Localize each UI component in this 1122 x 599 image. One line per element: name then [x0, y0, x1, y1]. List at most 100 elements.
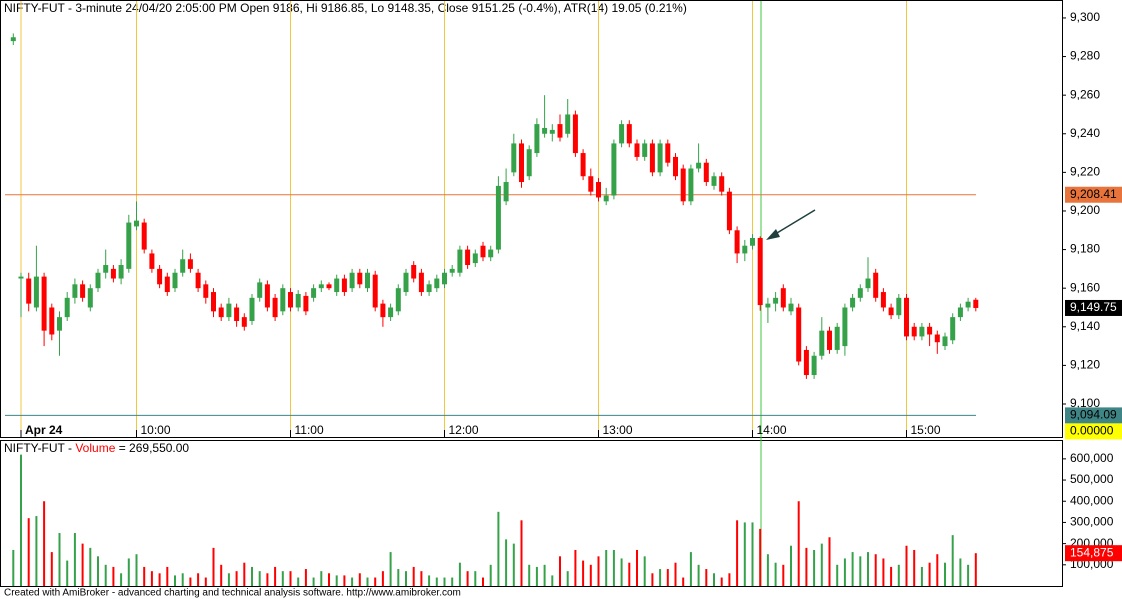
candle-body [326, 284, 332, 289]
candle-body [572, 114, 578, 154]
candle-body [534, 124, 540, 154]
candle-body [796, 307, 802, 362]
candle-body [896, 297, 902, 316]
volume-bar [127, 558, 130, 586]
candle-body [249, 297, 255, 321]
footer: Created with AmiBroker - advanced charti… [4, 588, 461, 599]
volume-bar [289, 571, 292, 586]
volume-bar [759, 528, 762, 586]
volume-bar [66, 560, 69, 586]
volume-bar [913, 549, 916, 586]
candle-body [33, 276, 39, 308]
volume-bar [867, 552, 869, 586]
candle-body [580, 153, 586, 177]
volume-bar [882, 558, 885, 586]
candle-body [72, 284, 78, 298]
indicator-label: 0.00000 [1070, 424, 1114, 438]
volume-bar [181, 573, 184, 586]
volume-bar [643, 556, 646, 586]
candle-body [642, 143, 648, 157]
volume-bar [713, 573, 715, 586]
y-tick-label: 9,120 [1070, 358, 1100, 372]
volume-bar [636, 549, 638, 586]
candle-body [696, 162, 702, 169]
volume-bar [566, 571, 569, 586]
annotation-arrow [771, 209, 816, 237]
volume-bar [397, 569, 400, 586]
candle-body [80, 284, 86, 298]
candle-body [934, 334, 940, 343]
volume-bar [928, 562, 931, 586]
volume-bar [797, 501, 800, 586]
candle-body [95, 272, 101, 289]
y-tick-label: 500,000 [1070, 472, 1114, 486]
candle-body [118, 265, 124, 279]
volume-bar [505, 539, 508, 586]
volume-panel [0, 440, 1063, 587]
y-tick-label: 9,160 [1070, 280, 1100, 294]
candle-body [788, 303, 794, 312]
volume-bar [543, 564, 546, 586]
volume-bar [728, 573, 731, 586]
y-tick-label: 9,180 [1070, 242, 1100, 256]
volume-title: NIFTY-FUT - Volume = 269,550.00 [4, 441, 189, 455]
candle-body [950, 317, 956, 341]
x-tick-label: 14:00 [757, 423, 787, 437]
volume-bar [374, 577, 377, 586]
candle-body [426, 284, 432, 293]
volume-bar [174, 575, 176, 586]
volume-bar [897, 564, 900, 586]
last-close-label: 9,149.75 [1070, 300, 1117, 314]
candle-body [488, 249, 494, 258]
candle-body [680, 168, 686, 202]
candle-body [880, 292, 886, 308]
candle-body [480, 245, 486, 258]
volume-bar [874, 554, 877, 586]
volume-bar [204, 577, 207, 586]
volume-bar [774, 562, 777, 586]
candle-body [873, 272, 879, 298]
level-label: 9,094.09 [1070, 408, 1117, 422]
candle-body [657, 143, 663, 173]
candle-body [549, 129, 555, 134]
volume-bar [836, 564, 839, 586]
volume-bar [251, 566, 253, 586]
candle-body [726, 191, 732, 231]
candle-body [711, 176, 717, 186]
volume-bar [582, 560, 585, 586]
candle-body [442, 272, 447, 285]
volume-bar [150, 571, 153, 586]
volume-bar [312, 577, 315, 586]
volume-bar [458, 562, 461, 586]
candle-body [26, 278, 32, 304]
volume-bar [43, 501, 46, 586]
candle-body [850, 297, 856, 308]
volume-bar [366, 577, 369, 586]
candle-body [734, 230, 740, 254]
volume-bar [820, 543, 823, 586]
x-tick-label: 11:00 [295, 423, 324, 437]
candle-body [257, 282, 263, 298]
candle-body [388, 307, 394, 318]
volume-bar [474, 571, 477, 586]
candle-body [750, 237, 755, 246]
candle-body [365, 272, 370, 289]
volume-bar [343, 575, 346, 586]
y-tick-label: 9,140 [1070, 319, 1100, 333]
volume-bar [766, 554, 769, 586]
candle-body [888, 307, 894, 316]
candle-body [211, 292, 216, 312]
volume-bar [189, 577, 192, 586]
volume-bar [489, 564, 492, 586]
volume-bar [620, 558, 623, 586]
candle-body [519, 143, 524, 183]
volume-bar [304, 569, 307, 586]
volume-bar [97, 556, 99, 586]
candle-body [434, 278, 440, 289]
candle-body [172, 272, 178, 289]
volume-bar [50, 552, 53, 586]
chart-title: NIFTY-FUT - 3-minute 24/04/20 2:05:00 PM… [4, 1, 687, 15]
volume-bar [743, 522, 746, 586]
volume-bar [859, 556, 862, 586]
candle-body [542, 127, 548, 134]
